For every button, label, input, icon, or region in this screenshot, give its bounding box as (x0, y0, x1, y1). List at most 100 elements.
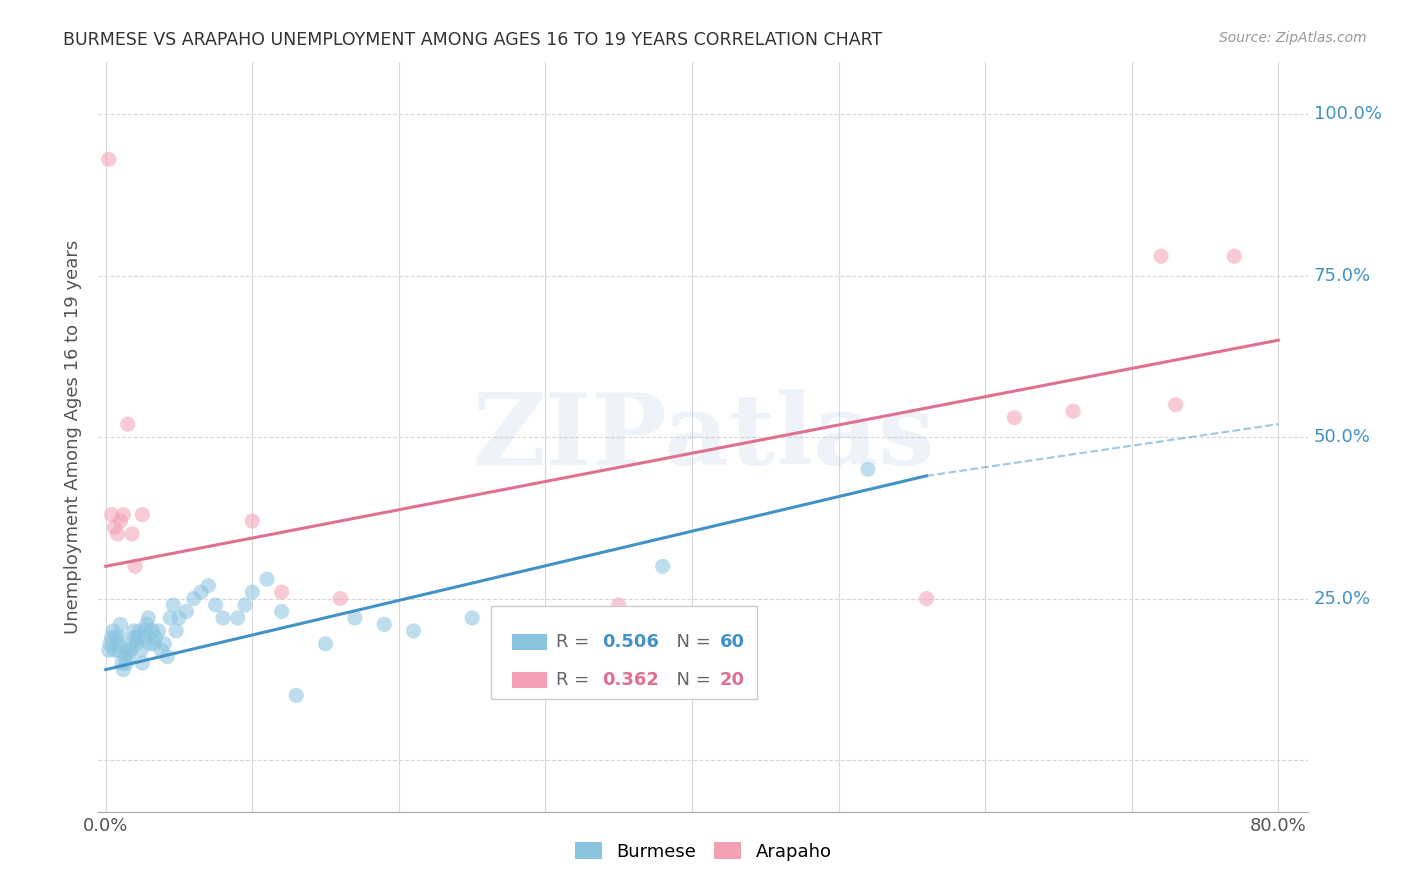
Point (100, 508, 122, 522)
Point (402, 624, 425, 638)
Point (1150, 249, 1173, 263)
Point (124, 559, 146, 574)
Point (105, 630, 128, 644)
Point (111, 656, 134, 670)
Text: 20: 20 (720, 671, 744, 690)
FancyBboxPatch shape (492, 606, 758, 699)
Point (110, 630, 132, 644)
Point (101, 624, 124, 638)
Text: R =: R = (557, 633, 595, 651)
Point (270, 605, 292, 619)
Text: N =: N = (665, 633, 717, 651)
Point (212, 611, 235, 625)
Point (98, 637, 121, 651)
Point (103, 520, 125, 534)
Point (103, 643, 125, 657)
FancyBboxPatch shape (512, 672, 547, 689)
Point (651, 559, 673, 574)
Text: 25.0%: 25.0% (1313, 590, 1371, 607)
Point (134, 624, 156, 638)
Point (100, 630, 122, 644)
Point (190, 585, 212, 599)
Point (373, 617, 395, 632)
Point (135, 617, 157, 632)
Point (110, 617, 132, 632)
Point (256, 572, 278, 586)
Point (145, 630, 167, 644)
Text: R =: R = (557, 671, 595, 690)
Point (153, 637, 176, 651)
Point (107, 637, 129, 651)
Point (183, 591, 205, 606)
Point (127, 630, 149, 644)
Point (156, 649, 179, 664)
FancyBboxPatch shape (512, 634, 547, 650)
Point (159, 611, 181, 625)
Point (122, 624, 145, 638)
Text: 100.0%: 100.0% (1313, 105, 1382, 123)
Point (97, 153, 120, 167)
Point (131, 656, 153, 670)
Point (148, 624, 170, 638)
Point (108, 643, 131, 657)
Text: 60: 60 (720, 633, 744, 651)
Point (138, 637, 160, 651)
Point (124, 630, 146, 644)
Point (121, 637, 143, 651)
Point (1164, 398, 1187, 412)
Point (114, 649, 136, 664)
Text: 50.0%: 50.0% (1313, 428, 1371, 446)
Point (117, 643, 139, 657)
Point (142, 624, 165, 638)
Point (150, 643, 173, 657)
Point (197, 579, 219, 593)
Point (128, 624, 150, 638)
Text: 0.362: 0.362 (602, 671, 659, 690)
Point (315, 637, 337, 651)
Point (1004, 410, 1026, 425)
Point (129, 643, 152, 657)
Point (607, 598, 630, 612)
Point (343, 611, 366, 625)
Point (176, 605, 198, 619)
Point (1223, 249, 1246, 263)
Text: ZIPatlas: ZIPatlas (472, 389, 934, 485)
Text: N =: N = (665, 671, 717, 690)
Point (112, 663, 135, 677)
Point (131, 508, 153, 522)
Legend: Burmese, Arapaho: Burmese, Arapaho (567, 835, 839, 868)
Point (856, 462, 879, 476)
Point (233, 598, 256, 612)
Point (461, 611, 484, 625)
Point (118, 649, 141, 664)
Point (915, 591, 938, 606)
Point (167, 611, 190, 625)
Point (165, 624, 187, 638)
Point (97, 643, 120, 657)
Text: 75.0%: 75.0% (1313, 267, 1371, 285)
Text: Source: ZipAtlas.com: Source: ZipAtlas.com (1219, 31, 1367, 45)
Point (1062, 404, 1084, 418)
Point (240, 585, 263, 599)
Point (270, 585, 292, 599)
Point (107, 527, 129, 541)
Point (136, 611, 159, 625)
Point (162, 598, 184, 612)
Point (226, 611, 249, 625)
Point (112, 508, 135, 522)
Point (110, 514, 132, 528)
Point (115, 656, 138, 670)
Point (120, 643, 142, 657)
Point (285, 689, 308, 703)
Point (143, 637, 166, 651)
Y-axis label: Unemployment Among Ages 16 to 19 years: Unemployment Among Ages 16 to 19 years (65, 240, 83, 634)
Point (329, 591, 352, 606)
Point (117, 417, 139, 432)
Point (132, 630, 155, 644)
Text: 0.506: 0.506 (602, 633, 659, 651)
Point (204, 598, 226, 612)
Point (125, 637, 148, 651)
Point (240, 514, 263, 528)
Text: BURMESE VS ARAPAHO UNEMPLOYMENT AMONG AGES 16 TO 19 YEARS CORRELATION CHART: BURMESE VS ARAPAHO UNEMPLOYMENT AMONG AG… (63, 31, 883, 49)
Point (121, 527, 143, 541)
